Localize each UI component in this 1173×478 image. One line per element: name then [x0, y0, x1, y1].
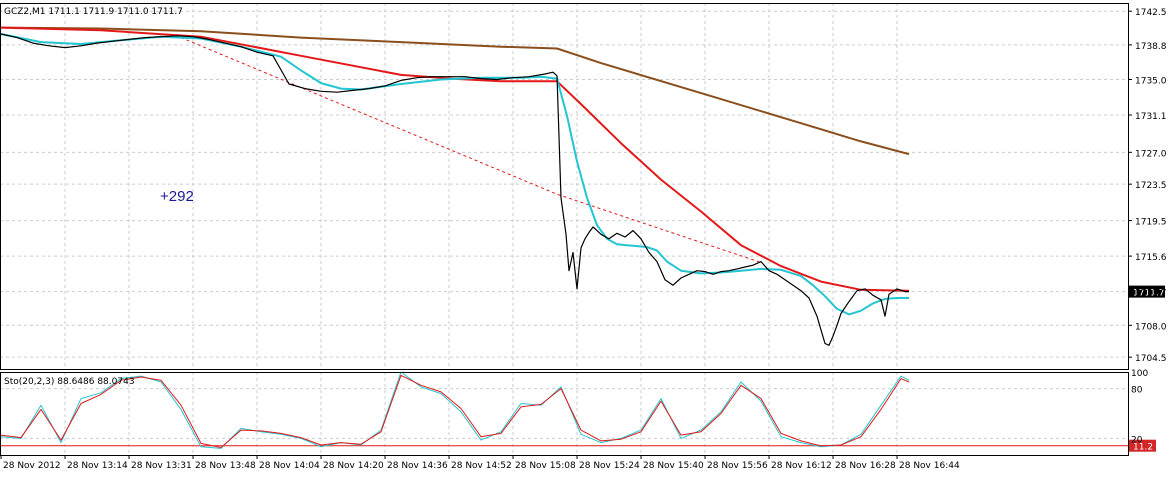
price-series: [0, 33, 909, 346]
y-tick-label: 1715.6: [1135, 253, 1167, 263]
ma-slow-series: [0, 26, 910, 156]
x-tick-label: 28 Nov 14:52: [451, 461, 512, 471]
y-tick-label: 1704.5: [1135, 354, 1167, 364]
x-tick-label: 28 Nov 16:28: [835, 461, 896, 471]
oscillator-pane-frame: [0, 372, 1129, 456]
x-tick-label: 28 Nov 13:14: [67, 461, 128, 471]
indicator-lines: [0, 26, 1128, 449]
oscillator-level-label: 11.2: [1133, 443, 1153, 453]
x-tick-label: 28 Nov 14:36: [387, 461, 448, 471]
oscillator-tick-label: 20: [1131, 435, 1143, 445]
current-price-badge: [1129, 285, 1165, 298]
y-tick-label: 1708.0: [1135, 322, 1167, 332]
x-tick-label: 28 Nov 16:44: [899, 461, 960, 471]
ma-mid-series: [0, 26, 910, 292]
grid-lines: [0, 3, 1128, 455]
symbol-info: GCZ2,M1 1711.1 1711.9 1711.0 1711.7: [4, 7, 183, 17]
x-tick-label: 28 Nov 15:24: [579, 461, 640, 471]
oscillator-tick-label: 100: [1131, 369, 1148, 379]
y-tick-label: 1738.8: [1135, 42, 1167, 52]
y-tick-label: 1735.0: [1135, 76, 1167, 86]
x-tick-label: 28 Nov 15:40: [643, 461, 704, 471]
y-tick-label: 1742.5: [1135, 8, 1167, 18]
x-tick-label: 28 Nov 2012: [3, 461, 61, 471]
y-tick-label: 1719.5: [1135, 218, 1167, 228]
x-tick-label: 28 Nov 13:31: [131, 461, 192, 471]
y-tick-label: 1711.7: [1135, 289, 1167, 299]
x-tick-label: 28 Nov 14:04: [259, 461, 320, 471]
current-price-label: 1711.7: [1133, 289, 1165, 299]
x-tick-label: 28 Nov 13:48: [195, 461, 256, 471]
x-tick-label: 28 Nov 14:20: [323, 461, 384, 471]
price-line: [0, 33, 909, 346]
profit-annotation: +292: [160, 188, 194, 205]
oscillator-level-badge: [1129, 439, 1156, 452]
y-tick-label: 1727.0: [1135, 149, 1167, 159]
sto-main-series: [0, 371, 910, 449]
ma-fast-series: [0, 33, 909, 316]
x-tick-label: 28 Nov 15:08: [515, 461, 576, 471]
oscillator-tick-label: 80: [1131, 386, 1143, 396]
y-tick-label: 1723.5: [1135, 181, 1167, 191]
x-tick-label: 28 Nov 15:56: [707, 461, 768, 471]
x-axis-labels: 28 Nov 2012 28 Nov 13:14 28 Nov 13:31 28 No…: [3, 461, 960, 471]
sto-signal-series: [0, 374, 910, 448]
y-tick-label: 1731.1: [1135, 112, 1167, 122]
oscillator-info: Sto(20,2,3) 88.6486 88.0743: [4, 377, 135, 387]
axes: 11.2 1711.7: [0, 3, 1165, 459]
x-tick-label: 28 Nov 16:12: [771, 461, 832, 471]
y-axis-labels: 1742.5 1738.8 1735.0 1731.1 1727.0 1723.5 1719…: [1131, 8, 1167, 445]
main-pane-frame: [0, 3, 1129, 370]
